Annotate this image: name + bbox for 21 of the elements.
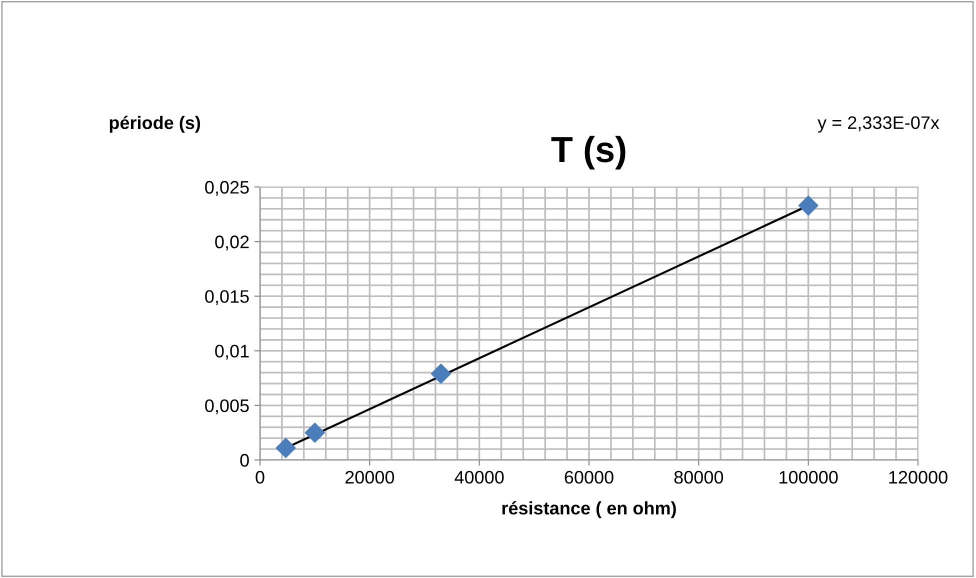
point: [798, 196, 818, 216]
point: [304, 422, 325, 443]
y-tick-label: 0,01: [215, 344, 249, 360]
x-tick-label: 120000: [889, 470, 948, 484]
y-tick-label: 0,015: [205, 290, 249, 306]
x-tick-label: 20000: [345, 470, 394, 484]
point: [276, 438, 296, 458]
x-tick-label: 80000: [674, 470, 724, 484]
y-tick-label: 0,005: [205, 399, 249, 414]
x-tick-label: 40000: [454, 470, 504, 484]
text: y = 2,333E-07x: [818, 116, 940, 133]
y-tick-label: 0,025: [205, 180, 249, 196]
chart-title: T (s): [551, 136, 626, 170]
y-tick-label: 0: [240, 454, 249, 467]
y-tick-label: 0,02: [215, 236, 249, 250]
x-tick-label: 60000: [564, 470, 614, 484]
x-axis-title: résistance ( en ohm): [502, 501, 676, 518]
x-tick-label: 0: [256, 470, 264, 484]
x-tick-label: 100000: [780, 470, 838, 484]
y-axis-title: période (s): [110, 116, 200, 133]
point: [430, 364, 451, 384]
